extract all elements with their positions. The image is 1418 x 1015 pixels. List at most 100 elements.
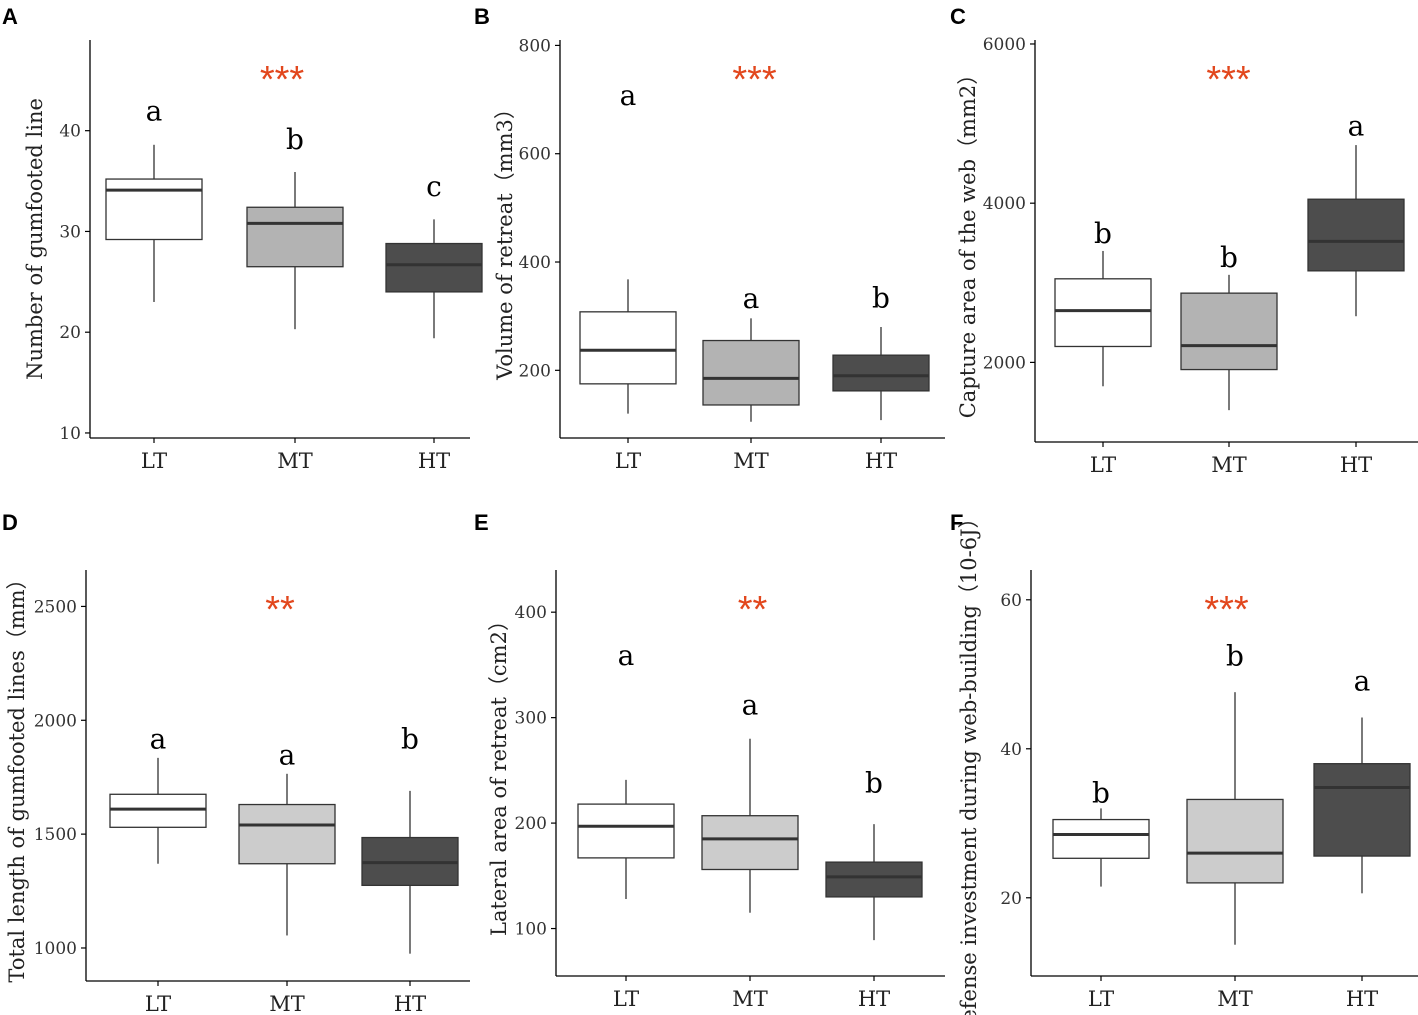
group-letter: a: [742, 688, 759, 721]
box-iqr: [105, 178, 203, 241]
x-tick-label: LT: [615, 449, 641, 473]
y-tick-label: 800: [519, 36, 551, 56]
group-letter: a: [743, 282, 760, 315]
group-letter: a: [618, 639, 635, 672]
y-tick-label: 300: [515, 709, 547, 729]
box-LT: a: [577, 639, 675, 900]
panel-label-B: B: [474, 4, 490, 29]
group-letter: b: [1094, 217, 1112, 250]
box-iqr: [1180, 292, 1278, 371]
box-LT: a: [579, 79, 677, 414]
box-iqr: [109, 793, 207, 828]
x-tick-label: HT: [858, 987, 890, 1011]
y-tick-label: 10: [59, 424, 81, 444]
group-letter: b: [865, 767, 883, 800]
x-tick-label: LT: [1090, 453, 1116, 477]
box-iqr: [579, 311, 677, 385]
panel-F: F 20 40 60 Defense investment during web-bu…: [950, 507, 1418, 1015]
y-tick-label: 400: [515, 603, 547, 623]
panel-label-F: F: [950, 510, 963, 535]
y-tick-label: 20: [59, 323, 81, 343]
group-letter: a: [1348, 110, 1365, 143]
y-axis-label: Capture area of the web（mm2）: [956, 64, 980, 419]
box-iqr: [385, 242, 483, 293]
box-HT: b: [825, 767, 923, 941]
y-axis-label: Lateral area of retreat（cm2）: [487, 610, 511, 936]
box-LT: a: [109, 723, 207, 864]
y-tick-label: 400: [519, 253, 551, 273]
box-HT: a: [1307, 110, 1405, 317]
box-iqr: [1307, 198, 1405, 272]
x-tick-label: LT: [145, 992, 171, 1015]
box-LT: a: [105, 95, 203, 302]
box-HT: b: [361, 723, 459, 954]
x-tick-label: LT: [613, 987, 639, 1011]
y-axis-label: Number of gumfooted line: [23, 98, 47, 380]
panel-label-A: A: [2, 4, 18, 29]
significance-label: ***: [1206, 59, 1251, 101]
x-tick-label: LT: [1088, 987, 1114, 1011]
panel-B: B 200 400 600 800 Volume of retreat（mm3） *** a…: [474, 4, 945, 473]
x-tick-label: MT: [733, 449, 769, 473]
group-letter: b: [872, 281, 890, 314]
box-iqr: [1052, 818, 1150, 859]
y-tick-label: 2500: [34, 597, 77, 617]
group-letter: b: [286, 123, 304, 156]
group-letter: a: [279, 739, 296, 772]
group-letter: a: [150, 723, 167, 756]
group-letter: a: [620, 79, 637, 112]
y-tick-label: 2000: [983, 353, 1026, 373]
y-axis-label: Volume of retreat（mm3）: [493, 98, 517, 381]
y-tick-label: 60: [1000, 591, 1022, 611]
y-tick-label: 40: [1000, 740, 1022, 760]
x-tick-label: HT: [865, 449, 897, 473]
box-LT: b: [1052, 776, 1150, 887]
x-tick-label: HT: [394, 992, 426, 1015]
box-iqr: [702, 339, 800, 406]
x-tick-label: MT: [732, 987, 768, 1011]
x-tick-label: HT: [1340, 453, 1372, 477]
box-LT: b: [1054, 217, 1152, 387]
y-tick-label: 30: [59, 222, 81, 242]
significance-label: **: [738, 589, 768, 631]
box-MT: a: [238, 739, 336, 936]
box-MT: a: [702, 282, 800, 422]
box-iqr: [825, 861, 923, 898]
box-MT: b: [1180, 241, 1278, 411]
box-HT: a: [1313, 665, 1411, 894]
group-letter: c: [426, 170, 442, 203]
group-letter: b: [1220, 241, 1238, 274]
y-tick-label: 4000: [983, 194, 1026, 214]
box-iqr: [1054, 278, 1152, 348]
significance-label: ***: [260, 59, 305, 101]
y-tick-label: 6000: [983, 35, 1026, 55]
y-axis-label: Total length of gumfooted lines（mm）: [5, 568, 29, 982]
x-tick-label: LT: [141, 449, 167, 473]
y-tick-label: 2000: [34, 711, 77, 731]
box-HT: b: [832, 281, 930, 421]
y-tick-label: 1000: [34, 939, 77, 959]
x-tick-label: HT: [1346, 987, 1378, 1011]
significance-label: **: [265, 589, 295, 631]
group-letter: a: [146, 95, 163, 128]
box-iqr: [832, 354, 930, 392]
box-HT: c: [385, 170, 483, 339]
box-MT: b: [246, 123, 344, 330]
panel-A: A 10 20 30 40 Number of gumfooted line *** a b c…: [2, 4, 483, 473]
y-tick-label: 200: [519, 361, 551, 381]
y-tick-label: 600: [519, 145, 551, 165]
box-iqr: [1313, 763, 1411, 857]
panel-label-D: D: [2, 510, 18, 535]
box-MT: a: [701, 688, 799, 913]
y-tick-label: 100: [515, 920, 547, 940]
x-tick-label: MT: [1211, 453, 1247, 477]
group-letter: a: [1354, 665, 1371, 698]
significance-label: ***: [1204, 589, 1249, 631]
y-tick-label: 40: [59, 122, 81, 142]
y-tick-label: 20: [1000, 889, 1022, 909]
box-iqr: [246, 206, 344, 268]
x-tick-label: MT: [269, 992, 305, 1015]
